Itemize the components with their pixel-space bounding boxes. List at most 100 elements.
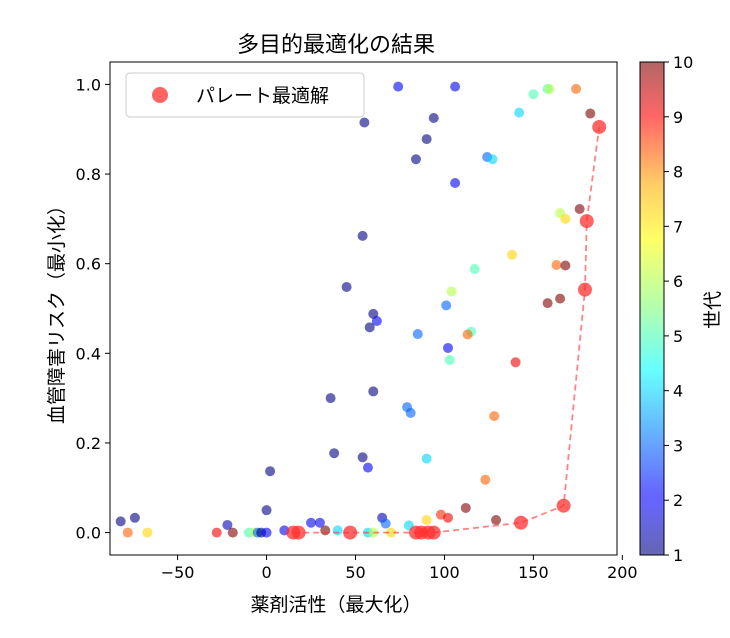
legend: パレート最適解 [125,72,365,118]
population-point [444,355,455,366]
population-point [443,342,453,353]
pareto-front-line [293,126,601,534]
population-point [261,527,272,538]
population-point [364,322,375,333]
colorbar-tick-label: 8 [673,163,683,182]
x-tick-label: 150 [518,563,549,582]
population-point [122,527,133,538]
population-point [571,83,582,94]
population-point [314,517,325,528]
population-point [357,230,368,241]
population-point [542,298,553,309]
population-point [129,512,140,523]
colorbar-tick-label: 5 [673,327,683,346]
population-point [574,204,585,215]
population-point [428,113,439,124]
population-point [487,154,498,165]
colorbar-gradient [639,61,665,556]
colorbar-tick-label: 9 [673,108,683,127]
population-point [421,134,432,145]
legend-label: パレート最適解 [196,85,329,107]
pareto-point [291,525,306,540]
population-point [357,452,368,463]
pareto-point [426,525,441,540]
population-point [469,264,480,275]
y-tick-label: 0.4 [76,344,101,363]
chart-title: 多目的最適化の結果 [237,33,435,58]
population-point [491,515,502,526]
population-point [510,357,521,368]
pareto-point [513,515,528,530]
colorbar-tick-label: 10 [673,53,693,72]
population-point [362,462,373,473]
population-point [332,525,343,536]
colorbar-tick-label: 3 [673,436,683,455]
y-tick-label: 0.0 [76,524,101,543]
population-point [320,525,331,536]
y-tick-label: 0.2 [76,434,101,453]
pareto-point [343,525,358,540]
population-point [551,260,562,271]
pareto-point [592,119,607,134]
pareto-point [556,498,571,513]
x-axis-label: 薬剤活性（最大化） [250,594,421,616]
population-point [450,178,461,189]
colorbar-tick-label: 2 [673,491,683,510]
y-axis-label: 血管障害リスク（最小化） [46,196,68,424]
colorbar-tick-label: 4 [673,382,683,401]
population-point [211,527,222,538]
population-point [325,393,336,404]
population-point [462,329,473,340]
legend-marker [152,87,168,103]
legend-frame [125,72,365,118]
colorbar-tick-label: 7 [673,217,683,236]
pareto-point [577,282,592,297]
population-point [544,83,555,94]
population-point [227,527,238,538]
colorbar: 1 2 3 4 5 6 7 8 9 10 [639,53,693,565]
population-point [489,411,500,422]
population-point [560,260,571,271]
population-point [421,515,432,526]
population-point [261,505,272,516]
population-point [585,108,596,119]
x-tick-label: 50 [345,563,365,582]
population-point [222,519,233,530]
population-point [329,448,340,459]
colorbar-tick-label: 6 [673,272,683,291]
population-point [386,527,397,538]
population-point [380,518,391,529]
x-tick-label: 100 [429,563,460,582]
population-point [115,516,126,527]
population-point [371,316,382,327]
population-point [410,154,421,165]
population-point [405,407,416,418]
x-tick-label: 200 [607,563,638,582]
population-point [393,81,404,92]
population-point [528,89,539,100]
population-point [341,281,352,292]
population-point [421,453,432,464]
x-tick-label: 0 [261,563,271,582]
x-tick-label: −50 [161,563,195,582]
population-point [368,386,379,397]
population-point [555,293,566,304]
pareto-point [579,214,594,229]
population-point [359,117,370,128]
population-point [412,329,423,340]
population-point [560,213,571,224]
population-point [480,474,491,485]
population-point [441,300,452,311]
plot-frame [109,61,618,556]
population-point [514,107,525,118]
population-point [446,286,457,297]
population-point [443,512,453,523]
population-point [460,502,471,513]
colorbar-label: 世代 [702,291,724,329]
colorbar-tick-label: 1 [673,546,683,565]
population-point [265,466,276,477]
population-point [306,517,317,528]
population-point [142,527,153,538]
y-tick-label: 1.0 [76,75,101,94]
